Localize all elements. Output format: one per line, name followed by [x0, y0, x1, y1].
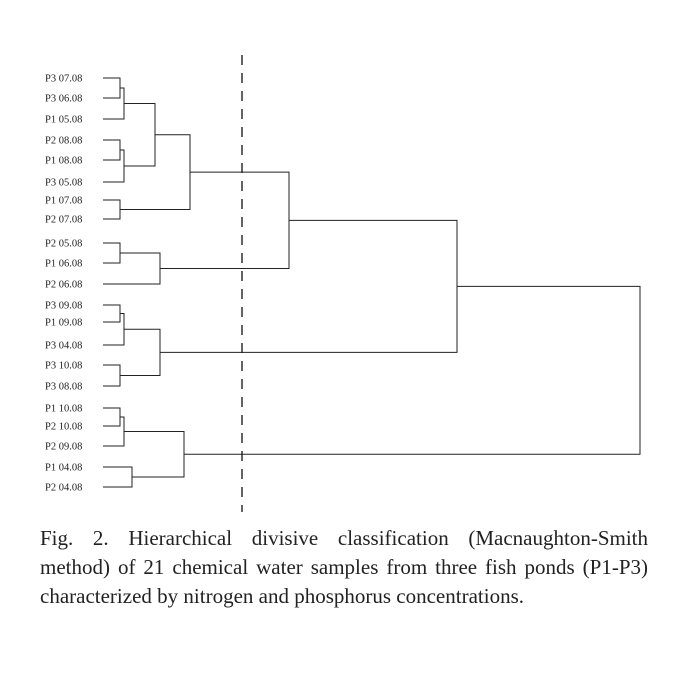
leaf-label: P1 04.08 — [45, 463, 82, 474]
leaf-label: P2 06.08 — [45, 280, 82, 291]
dendrogram-branch — [124, 103, 156, 167]
leaf-label: P2 10.08 — [45, 422, 82, 433]
dendrogram-branch — [103, 364, 121, 387]
leaf-label: P3 09.08 — [45, 301, 82, 312]
leaf-label: P3 07.08 — [45, 74, 82, 85]
dendrogram-branch — [124, 431, 185, 478]
dendrogram: P3 07.08 P3 06.08 P1 05.08 P2 08.08 P1 08.08… — [45, 55, 641, 512]
leaf-label: P2 08.08 — [45, 136, 82, 147]
leaf-label: P3 06.08 — [45, 94, 82, 105]
leaf-label: P1 05.08 — [45, 115, 82, 126]
leaf-label: P3 05.08 — [45, 178, 82, 189]
dendrogram-branches — [103, 77, 641, 488]
leaf-label: P2 04.08 — [45, 483, 82, 494]
dendrogram-branch — [103, 149, 125, 183]
dendrogram-branch — [103, 87, 125, 120]
dendrogram-branch — [103, 139, 121, 161]
dendrogram-branch — [103, 252, 161, 285]
figure-caption: Fig. 2. Hierarchical divisive classifica… — [40, 526, 648, 608]
dendrogram-branch — [120, 328, 161, 376]
leaf-label: P1 07.08 — [45, 196, 82, 207]
dendrogram-branch — [160, 219, 458, 353]
leaf-label: P2 05.08 — [45, 239, 82, 250]
dendrogram-branch — [103, 199, 121, 220]
leaf-label: P2 07.08 — [45, 215, 82, 226]
dendrogram-branch — [160, 171, 290, 269]
dendrogram-branch — [103, 466, 133, 488]
leaf-label: P1 10.08 — [45, 404, 82, 415]
leaf-label: P2 09.08 — [45, 442, 82, 453]
leaf-label: P1 08.08 — [45, 156, 82, 167]
leaf-labels: P3 07.08 P3 06.08 P1 05.08 P2 08.08 P1 08.08… — [45, 74, 82, 494]
dendrogram-branch — [184, 285, 641, 455]
dendrogram-branch — [103, 77, 121, 99]
leaf-label: P1 06.08 — [45, 259, 82, 270]
leaf-label: P3 04.08 — [45, 341, 82, 352]
dendrogram-branch — [103, 304, 121, 323]
dendrogram-branch — [103, 242, 121, 264]
leaf-label: P3 10.08 — [45, 361, 82, 372]
dendrogram-branch — [103, 407, 121, 427]
dendrogram-branch — [103, 416, 125, 447]
leaf-label: P1 09.08 — [45, 318, 82, 329]
dendrogram-branch — [103, 313, 125, 346]
leaf-label: P3 08.08 — [45, 382, 82, 393]
